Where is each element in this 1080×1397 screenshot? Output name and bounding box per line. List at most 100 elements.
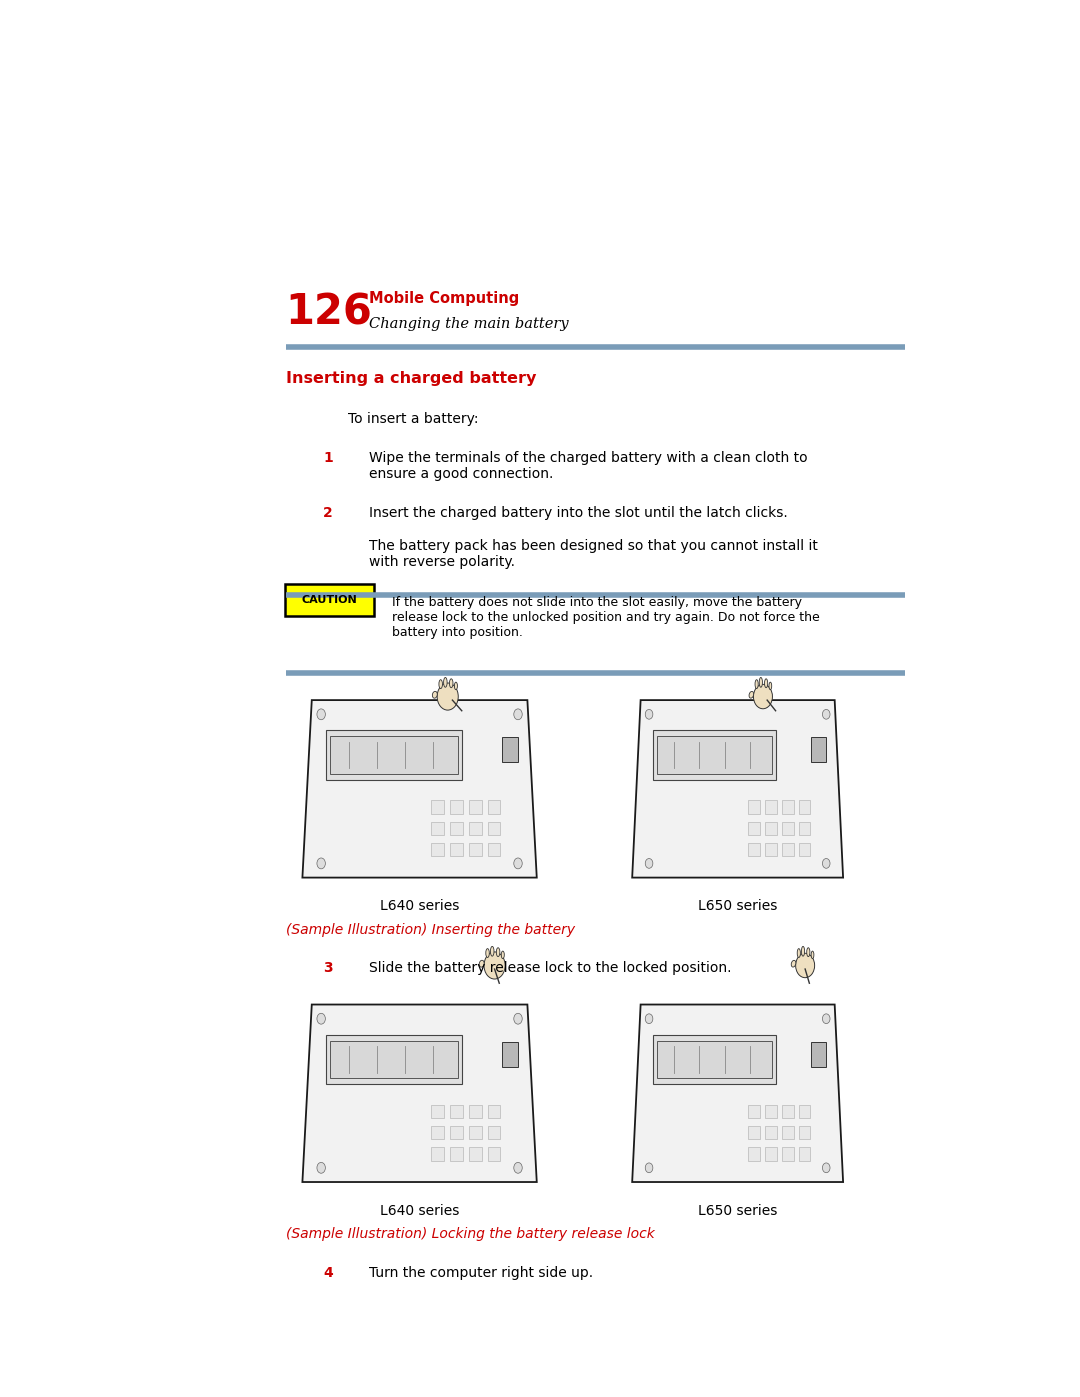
Text: Slide the battery release lock to the locked position.: Slide the battery release lock to the lo… [369, 961, 732, 975]
Bar [811, 1042, 826, 1067]
Bar [748, 1126, 760, 1140]
Ellipse shape [792, 960, 796, 967]
Text: 126: 126 [285, 292, 373, 334]
Bar [748, 1105, 760, 1118]
Bar [431, 1126, 444, 1140]
Bar [469, 1126, 482, 1140]
Ellipse shape [807, 947, 810, 957]
Bar [469, 1147, 482, 1161]
Bar [782, 1126, 794, 1140]
Circle shape [796, 953, 814, 978]
Polygon shape [632, 700, 843, 877]
Ellipse shape [486, 949, 489, 957]
Bar [329, 1041, 458, 1078]
Ellipse shape [501, 951, 504, 958]
Bar [487, 1105, 500, 1118]
Bar [799, 1105, 810, 1118]
Text: (Sample Illustration) Inserting the battery: (Sample Illustration) Inserting the batt… [285, 923, 575, 937]
FancyBboxPatch shape [285, 584, 375, 616]
Circle shape [514, 858, 523, 869]
Text: Mobile Computing: Mobile Computing [369, 292, 519, 306]
Ellipse shape [769, 682, 772, 690]
Bar [487, 1126, 500, 1140]
Bar [653, 1035, 775, 1084]
Ellipse shape [432, 692, 437, 698]
Bar [799, 1126, 810, 1140]
Ellipse shape [801, 946, 805, 956]
Circle shape [823, 859, 831, 869]
Text: L650 series: L650 series [698, 900, 778, 914]
Text: If the battery does not slide into the slot easily, move the battery
release loc: If the battery does not slide into the s… [392, 595, 820, 638]
Circle shape [316, 858, 325, 869]
Bar [748, 800, 760, 813]
Polygon shape [632, 1004, 843, 1182]
Bar [469, 821, 482, 835]
Text: The battery pack has been designed so that you cannot install it
with reverse po: The battery pack has been designed so th… [369, 539, 819, 569]
Bar [487, 821, 500, 835]
Bar [450, 800, 463, 813]
Bar [748, 1147, 760, 1161]
Bar [431, 1147, 444, 1161]
Text: 4: 4 [323, 1266, 333, 1280]
Bar [782, 1105, 794, 1118]
Text: CAUTION: CAUTION [301, 595, 357, 605]
Bar [748, 821, 760, 835]
Bar [487, 842, 500, 856]
Ellipse shape [759, 678, 762, 687]
Text: Wipe the terminals of the charged battery with a clean cloth to
ensure a good co: Wipe the terminals of the charged batter… [369, 451, 808, 481]
Bar [487, 1147, 500, 1161]
Bar [799, 800, 810, 813]
Text: L640 series: L640 series [380, 1204, 459, 1218]
Text: 2: 2 [323, 507, 333, 521]
Bar [799, 1147, 810, 1161]
Text: Changing the main battery: Changing the main battery [369, 317, 569, 331]
Ellipse shape [449, 679, 453, 687]
Bar [487, 800, 500, 813]
Bar [450, 842, 463, 856]
Bar [765, 1147, 777, 1161]
Text: Inserting a charged battery: Inserting a charged battery [285, 372, 536, 386]
Bar [450, 1126, 463, 1140]
Ellipse shape [480, 960, 484, 967]
Bar [329, 736, 458, 774]
Bar [501, 738, 518, 763]
Polygon shape [302, 700, 537, 877]
Bar [653, 731, 775, 780]
Bar [326, 731, 462, 780]
Text: To insert a battery:: To insert a battery: [349, 412, 478, 426]
Bar [431, 821, 444, 835]
Text: L640 series: L640 series [380, 900, 459, 914]
Ellipse shape [811, 951, 814, 958]
Bar [469, 1105, 482, 1118]
Bar [765, 1105, 777, 1118]
Text: L650 series: L650 series [698, 1204, 778, 1218]
Circle shape [823, 1014, 831, 1024]
Bar [501, 1042, 518, 1067]
Bar [450, 1147, 463, 1161]
Bar [450, 1105, 463, 1118]
Circle shape [645, 859, 652, 869]
Bar [782, 800, 794, 813]
Bar [657, 1041, 772, 1078]
Bar [431, 842, 444, 856]
Circle shape [823, 710, 831, 719]
Circle shape [514, 708, 523, 719]
Circle shape [645, 1014, 652, 1024]
Circle shape [823, 1162, 831, 1172]
Circle shape [316, 708, 325, 719]
Text: 1: 1 [323, 451, 333, 465]
Bar [469, 800, 482, 813]
Circle shape [754, 685, 772, 708]
Bar [657, 736, 772, 774]
Text: Turn the computer right side up.: Turn the computer right side up. [369, 1266, 594, 1280]
Bar [765, 1126, 777, 1140]
Text: Insert the charged battery into the slot until the latch clicks.: Insert the charged battery into the slot… [369, 507, 788, 521]
Circle shape [645, 1162, 652, 1172]
Bar [782, 821, 794, 835]
Ellipse shape [765, 679, 768, 687]
Polygon shape [302, 1004, 537, 1182]
Bar [469, 842, 482, 856]
Ellipse shape [455, 682, 458, 690]
Text: (Sample Illustration) Locking the battery release lock: (Sample Illustration) Locking the batter… [285, 1227, 654, 1241]
Bar [799, 842, 810, 856]
